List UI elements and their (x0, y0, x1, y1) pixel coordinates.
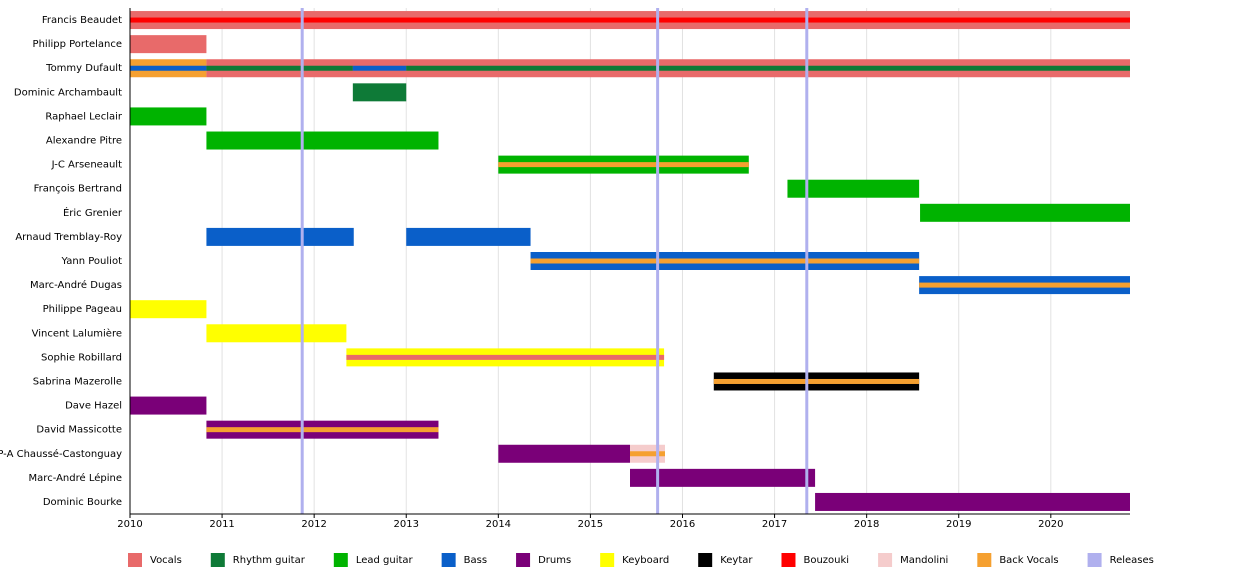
member-name: P-A Chaussé-Castonguay (0, 448, 122, 460)
role-bar (352, 83, 407, 102)
role-bar (630, 468, 816, 487)
legend-label: Rhythm guitar (233, 555, 306, 566)
role-bar (787, 179, 920, 198)
member-name: Francis Beaudet (42, 15, 122, 26)
legend-swatch (1087, 553, 1102, 567)
role-bar (206, 324, 347, 343)
member-name: Marc-André Dugas (30, 279, 122, 291)
x-tick-label: 2012 (301, 519, 326, 530)
role-bar (815, 492, 1130, 511)
x-tick-label: 2011 (209, 519, 234, 530)
legend-swatch (516, 553, 531, 567)
role-bar (130, 107, 207, 126)
member-name: Alexandre Pitre (46, 136, 122, 147)
legend-label: Back Vocals (999, 555, 1058, 566)
role-stripe (498, 162, 749, 168)
role-stripe (130, 17, 1130, 23)
legend-swatch (977, 553, 992, 567)
legend-swatch (128, 553, 142, 567)
role-bar (498, 444, 630, 463)
role-stripe (206, 427, 439, 433)
legend-label: Bass (464, 555, 487, 566)
member-name: Sabrina Mazerolle (33, 376, 122, 387)
x-tick-label: 2016 (670, 519, 695, 530)
legend-swatch (878, 553, 893, 567)
member-name: Philipp Portelance (33, 39, 122, 50)
member-name: Yann Pouliot (61, 256, 123, 267)
role-bar (130, 35, 207, 54)
x-tick-label: 2019 (946, 519, 971, 530)
role-stripe (919, 282, 1130, 288)
legend-swatch (210, 553, 225, 567)
legend-swatch (333, 553, 348, 567)
role-bar (130, 300, 207, 319)
legend-label: Keyboard (622, 555, 669, 566)
member-name: Raphael Leclair (45, 111, 123, 122)
role-stripe (713, 378, 920, 384)
legend-label: Releases (1110, 555, 1154, 566)
x-tick-label: 2013 (394, 519, 419, 530)
role-bar (206, 131, 439, 150)
member-name: Arnaud Tremblay-Roy (15, 232, 122, 243)
member-name: Dave Hazel (65, 401, 122, 412)
member-name: Vincent Lalumière (32, 327, 122, 339)
role-stripe (530, 258, 920, 264)
legend-swatch (698, 553, 713, 567)
role-stripe (630, 451, 665, 457)
role-stripe (206, 65, 353, 71)
legend-swatch (441, 553, 456, 567)
x-tick-label: 2018 (854, 519, 879, 530)
role-stripe (130, 65, 207, 71)
legend-label: Mandolini (900, 555, 948, 566)
role-stripe (406, 65, 1130, 71)
role-stripe (352, 65, 407, 71)
x-tick-label: 2010 (117, 519, 142, 530)
role-bar (206, 227, 354, 246)
member-name: Sophie Robillard (41, 352, 122, 363)
role-bar (130, 396, 207, 415)
legend-label: Bouzouki (803, 555, 849, 566)
member-name: Éric Grenier (63, 206, 123, 219)
x-tick-label: 2017 (762, 519, 787, 530)
x-tick-label: 2020 (1038, 519, 1063, 530)
member-name: Tommy Dufault (45, 63, 122, 74)
legend-label: Lead guitar (356, 555, 414, 566)
legend-swatch (600, 553, 615, 567)
member-name: Dominic Archambault (14, 87, 122, 98)
member-name: Marc-André Lépine (29, 472, 122, 484)
role-bar (406, 227, 531, 246)
role-stripe (346, 354, 665, 360)
legend-label: Keytar (720, 555, 753, 566)
member-name: François Bertrand (34, 184, 122, 195)
member-name: Dominic Bourke (43, 497, 122, 508)
x-tick-label: 2014 (486, 519, 511, 530)
legend-label: Drums (538, 555, 571, 566)
x-tick-label: 2015 (578, 519, 603, 530)
member-name: Philippe Pageau (43, 304, 122, 315)
legend-label: Vocals (150, 555, 182, 566)
member-name: J-C Arseneault (51, 160, 122, 171)
role-bar (920, 203, 1130, 222)
member-name: David Massicotte (36, 425, 122, 436)
legend-swatch (781, 553, 796, 567)
